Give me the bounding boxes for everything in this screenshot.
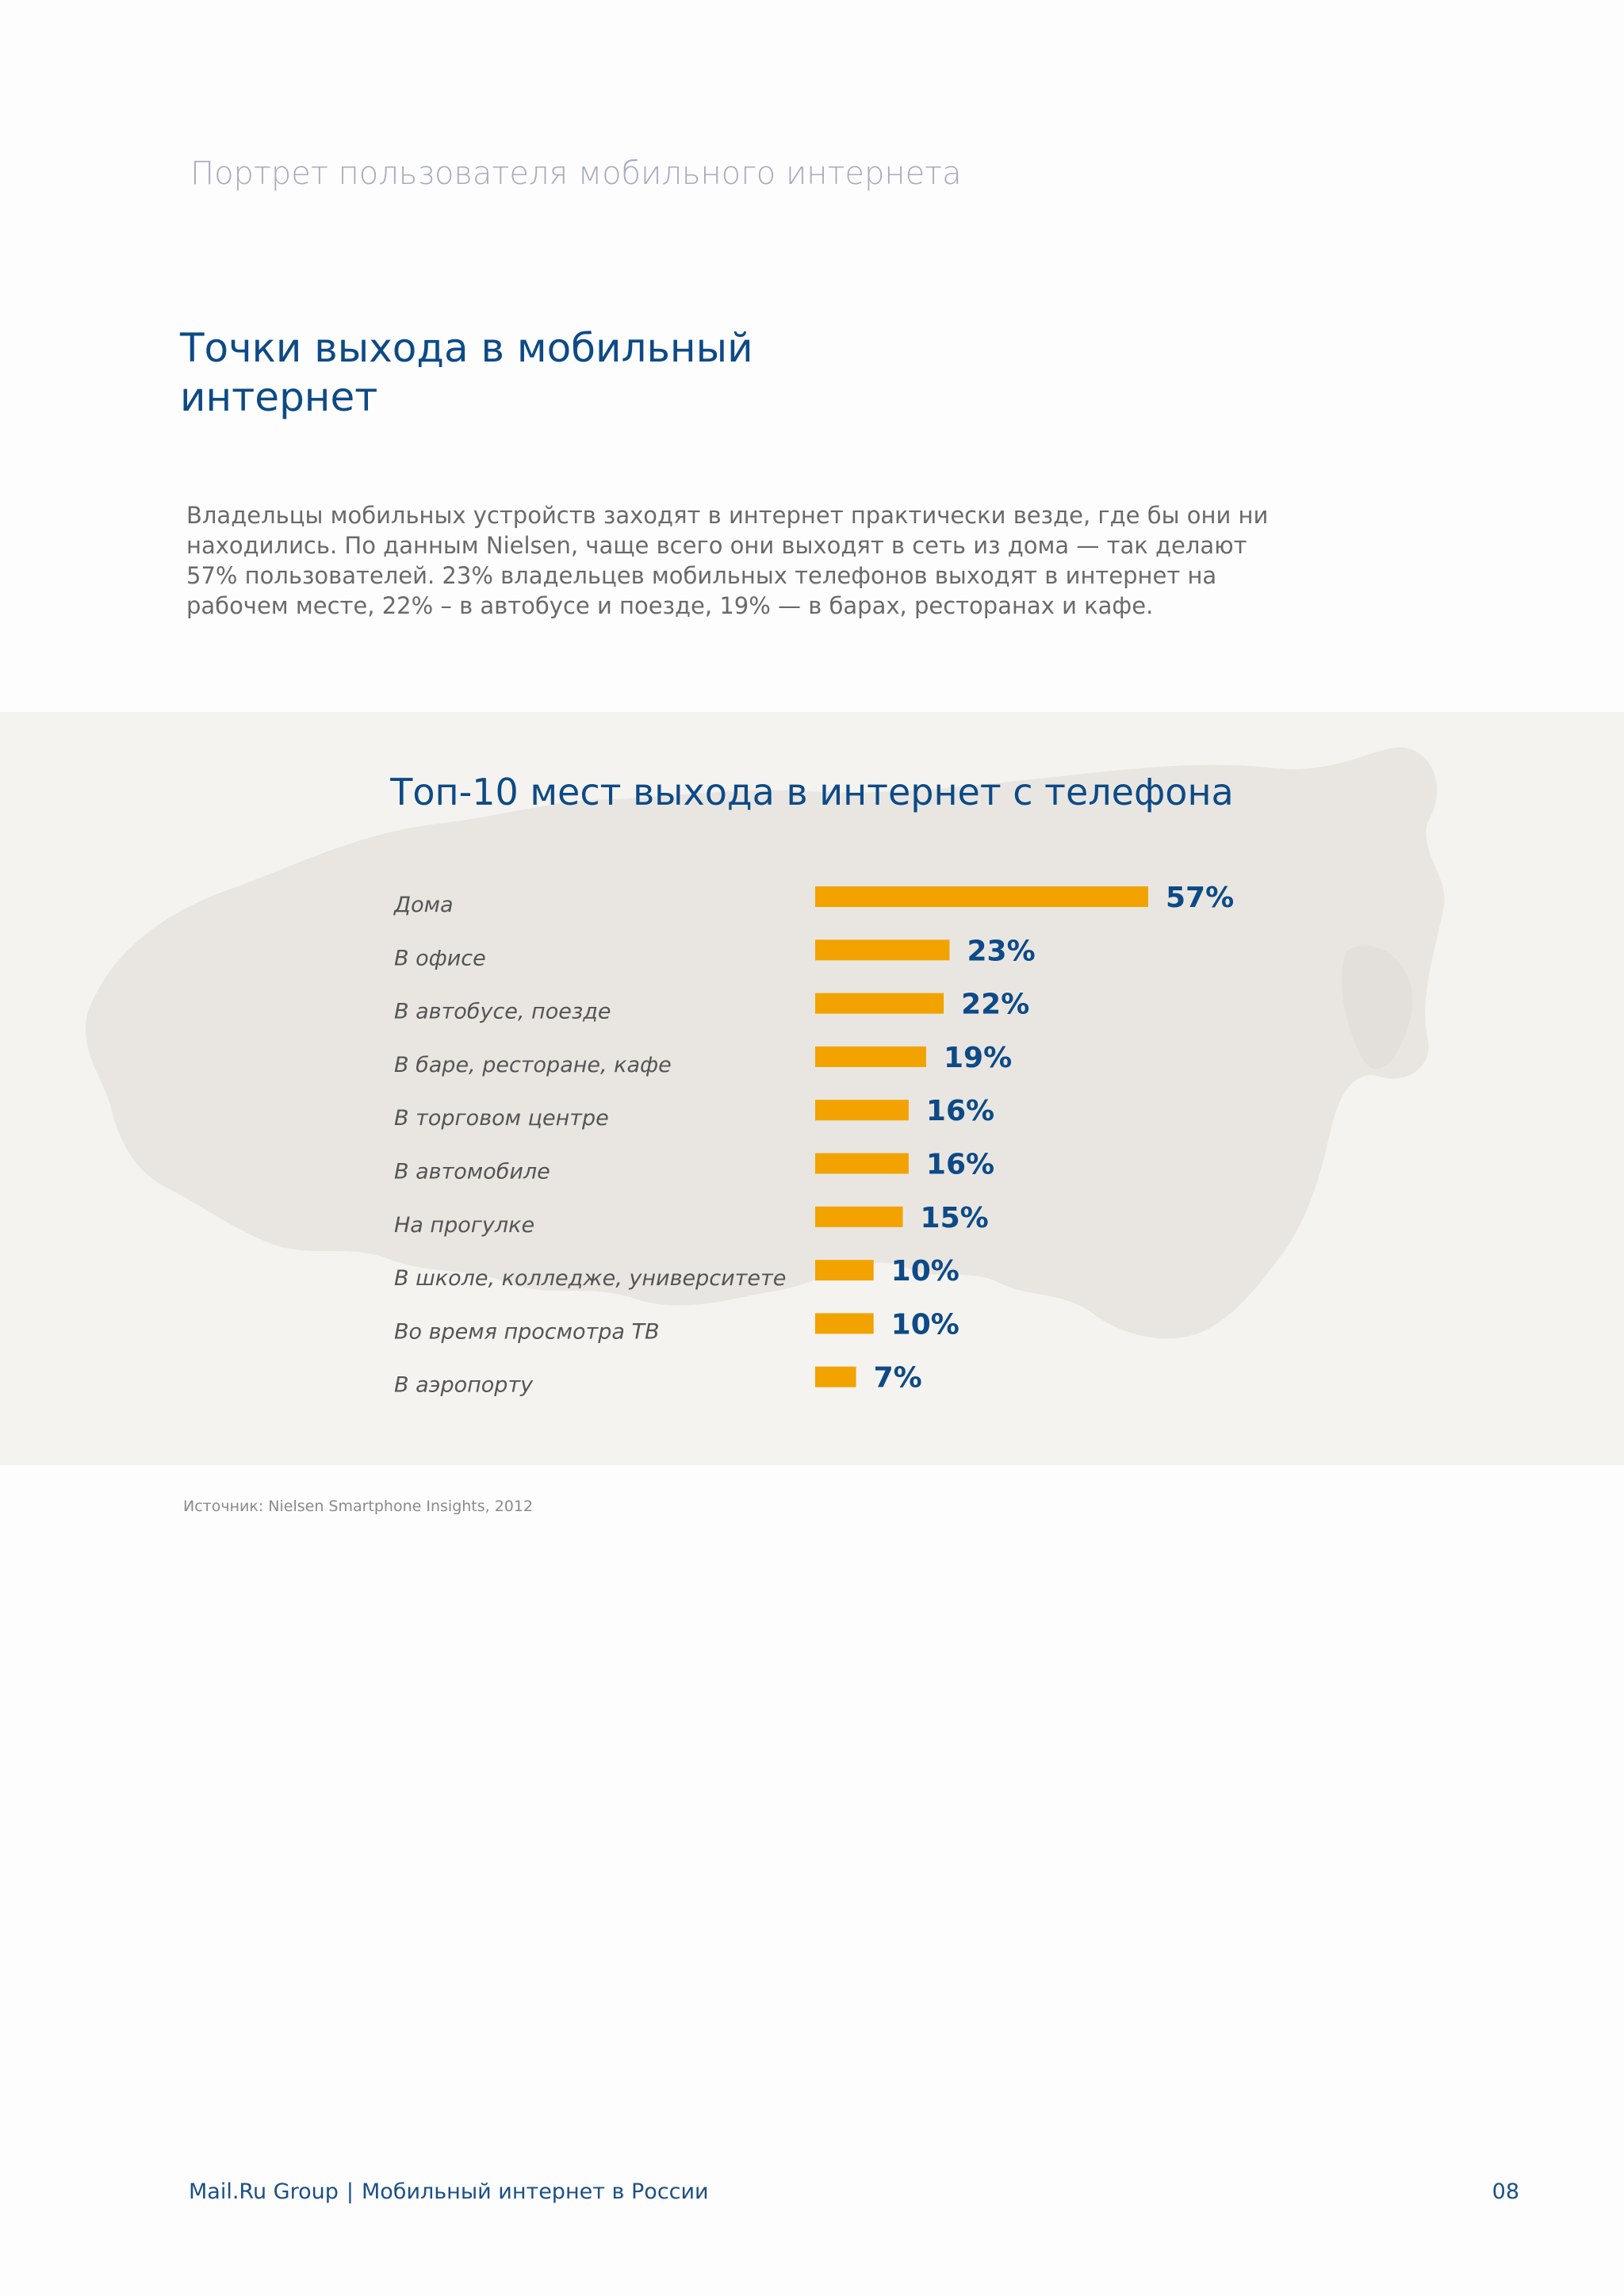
category-label: В баре, ресторане, кафе	[394, 1053, 672, 1077]
category-label: В аэропорту	[394, 1373, 534, 1398]
value-label: 10%	[891, 1308, 959, 1341]
category-label: Дома	[393, 893, 454, 917]
footer-left: Mail.Ru Group | Мобильный интернет в Росси…	[189, 2179, 709, 2204]
bar	[815, 1313, 874, 1334]
running-title: Портрет пользователя мобильного интернет…	[190, 155, 962, 192]
value-label: 10%	[891, 1255, 959, 1288]
footer-doc-title: Мобильный интернет в России	[361, 2179, 709, 2204]
map-peninsula-shape	[1341, 945, 1413, 1070]
bar	[815, 939, 950, 961]
bar	[815, 1260, 874, 1281]
bar	[815, 1153, 909, 1174]
category-label: Во время просмотра ТВ	[394, 1319, 660, 1344]
value-label: 23%	[967, 935, 1035, 967]
footer-separator: |	[346, 2179, 354, 2204]
category-label: В офисе	[394, 946, 486, 970]
category-label: В автобусе, поезде	[394, 1000, 611, 1024]
page-number: 08	[1492, 2179, 1519, 2204]
footer-brand: Mail.Ru Group	[189, 2179, 339, 2204]
value-label: 57%	[1166, 882, 1234, 914]
bar	[815, 1206, 903, 1227]
bar	[815, 1366, 856, 1387]
intro-paragraph: Владельцы мобильных устройств заходят в …	[186, 502, 1269, 619]
value-label: 22%	[961, 989, 1029, 1021]
value-label: 16%	[926, 1149, 994, 1181]
source-note: Источник: Nielsen Smartphone Insights, 2…	[183, 1498, 534, 1515]
chart-title: Топ-10 мест выхода в интернет с телефона	[390, 771, 1234, 813]
value-label: 16%	[926, 1095, 994, 1127]
bar	[815, 1100, 909, 1121]
bar	[815, 886, 1148, 907]
category-label: В автомобиле	[394, 1160, 550, 1184]
bar	[815, 1046, 926, 1067]
value-label: 7%	[874, 1362, 922, 1395]
category-label: В школе, колледже, университете	[394, 1266, 786, 1291]
value-label: 19%	[944, 1042, 1012, 1074]
category-label: На прогулке	[394, 1213, 534, 1238]
bar	[815, 993, 944, 1014]
category-label: В торговом центре	[394, 1106, 609, 1131]
value-label: 15%	[921, 1202, 989, 1234]
section-title: Точки выхода в мобильный интернет	[180, 325, 753, 420]
